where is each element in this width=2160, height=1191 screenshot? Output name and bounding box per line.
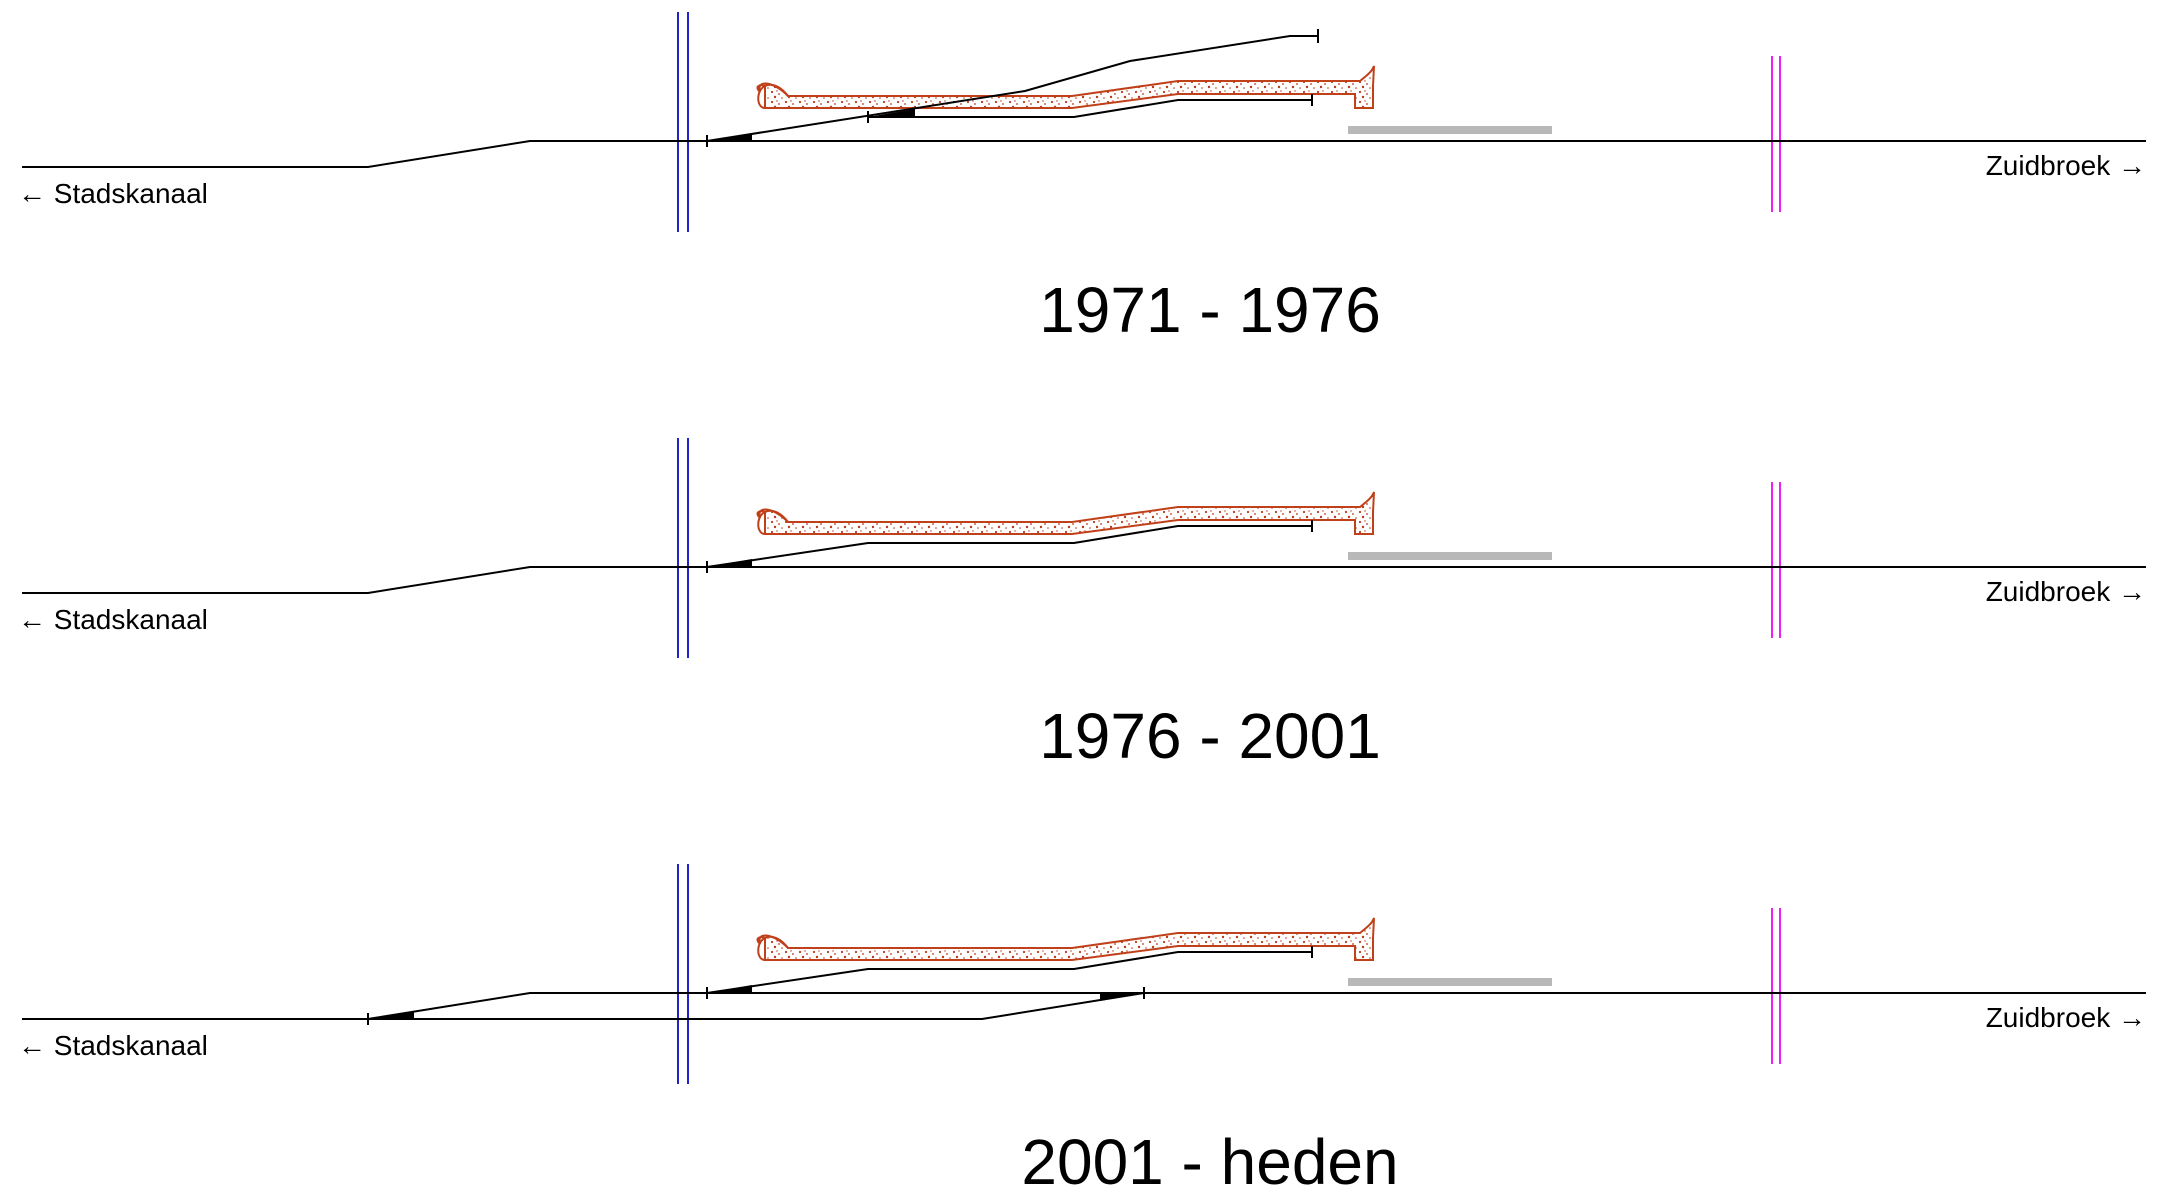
- switch-marker: [707, 985, 752, 993]
- left-direction-label: ← Stadskanaal: [18, 178, 208, 209]
- right-direction-label: Zuidbroek →: [1986, 1002, 2146, 1033]
- period-title: 2001 - heden: [1021, 1126, 1398, 1191]
- grey-bar: [1348, 126, 1552, 134]
- panel-2001-heden: ← Stadskanaal Zuidbroek → 2001 - heden: [18, 864, 2146, 1191]
- switch-marker: [1100, 993, 1144, 1001]
- period-title: 1971 - 1976: [1039, 274, 1381, 346]
- main-track: [22, 140, 2146, 168]
- right-direction-label: Zuidbroek →: [1986, 576, 2146, 607]
- platform: [756, 917, 1375, 961]
- platform: [757, 509, 789, 535]
- siding-track: [706, 35, 1318, 142]
- main-track: [22, 992, 2146, 1020]
- passing-loop-track: [368, 992, 1145, 1020]
- left-direction-label: ← Stadskanaal: [18, 604, 208, 635]
- switch-marker: [368, 1011, 414, 1019]
- panel-1971-1976: ← Stadskanaal Zuidbroek → 1971 - 1976: [18, 12, 2146, 346]
- left-direction-label: ← Stadskanaal: [18, 1030, 208, 1061]
- switch-marker: [868, 109, 915, 117]
- platform: [756, 491, 1375, 535]
- switch-marker: [707, 133, 752, 141]
- siding-track: [706, 525, 1312, 568]
- grey-bar: [1348, 978, 1552, 986]
- main-track: [22, 566, 2146, 594]
- grey-bar: [1348, 552, 1552, 560]
- period-title: 1976 - 2001: [1039, 700, 1381, 772]
- right-direction-label: Zuidbroek →: [1986, 150, 2146, 181]
- siding-track: [706, 951, 1312, 994]
- platform: [757, 83, 789, 109]
- platform: [756, 65, 1375, 109]
- panel-1976-2001: ← Stadskanaal Zuidbroek → 1976 - 2001: [18, 438, 2146, 772]
- platform: [757, 935, 789, 961]
- switch-marker: [707, 559, 752, 567]
